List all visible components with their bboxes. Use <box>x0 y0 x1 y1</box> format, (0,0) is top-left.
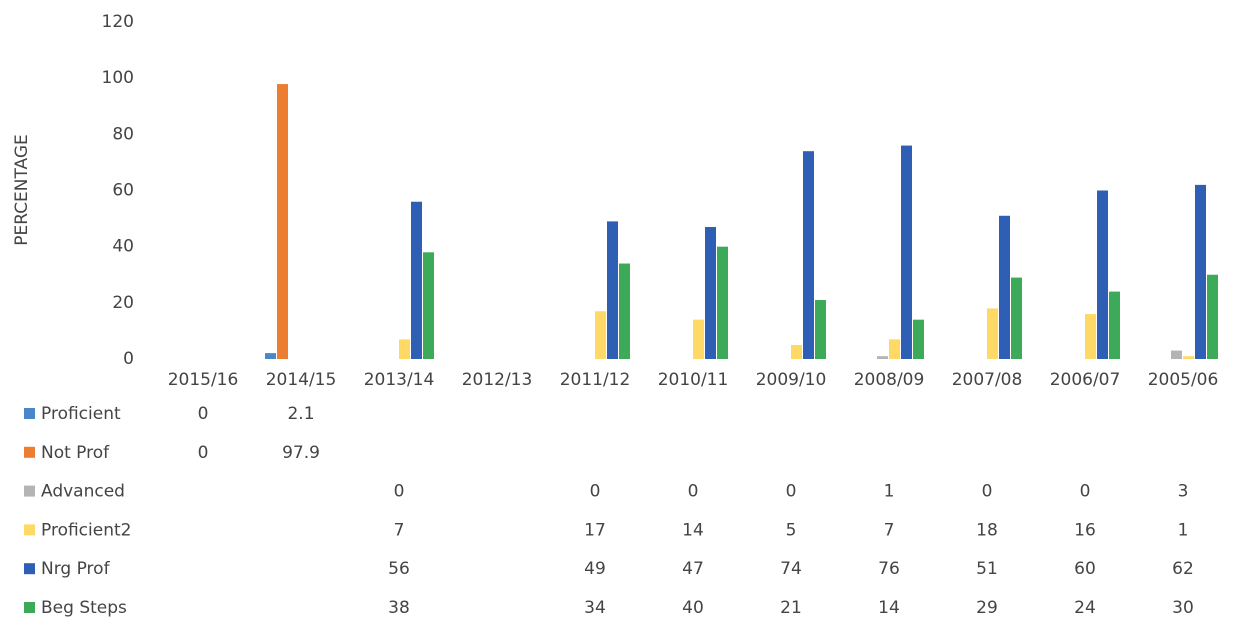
x-tick-label: 2015/16 <box>168 370 239 390</box>
bar <box>277 84 288 360</box>
table-cell: 18 <box>976 520 998 540</box>
x-tick-label: 2008/09 <box>854 370 925 390</box>
table-cell: 21 <box>780 598 802 618</box>
bar <box>803 151 814 359</box>
x-tick-label: 2007/08 <box>952 370 1023 390</box>
bar <box>815 300 826 359</box>
legend-swatch <box>24 408 35 419</box>
table-cell: 0 <box>198 404 209 424</box>
legend-swatch <box>24 563 35 575</box>
bar <box>1171 350 1182 359</box>
table-cell: 7 <box>884 520 895 540</box>
bar <box>607 221 618 359</box>
legend-label: Not Prof <box>41 443 110 463</box>
x-tick-label: 2011/12 <box>560 370 631 390</box>
table-cell: 5 <box>786 520 797 540</box>
table-cell: 60 <box>1074 559 1096 579</box>
table-cell: 49 <box>584 559 606 579</box>
x-tick-label: 2006/07 <box>1050 370 1121 390</box>
y-tick-label: 100 <box>102 68 134 88</box>
table-cell: 3 <box>1178 482 1189 502</box>
table-cell: 51 <box>976 559 998 579</box>
table-cell: 38 <box>388 598 410 618</box>
table-cell: 62 <box>1172 559 1194 579</box>
table-cell: 0 <box>1080 482 1091 502</box>
bar <box>1195 184 1206 359</box>
legend-swatch <box>24 446 35 458</box>
bar <box>705 227 716 359</box>
bar <box>1085 314 1096 359</box>
table-cell: 2.1 <box>287 404 314 424</box>
table-cell: 56 <box>388 559 410 579</box>
table-cell: 1 <box>1178 520 1189 540</box>
table-cell: 14 <box>878 598 900 618</box>
y-tick-label: 60 <box>112 181 134 201</box>
legend-label: Proficient <box>41 404 121 424</box>
bar <box>399 339 410 359</box>
bar <box>693 319 704 359</box>
table-cell: 14 <box>682 520 704 540</box>
table-cell: 0 <box>394 482 405 502</box>
table-cell: 0 <box>786 482 797 502</box>
legend-swatch <box>24 602 35 613</box>
table-cell: 1 <box>884 482 895 502</box>
table-cell: 29 <box>976 598 998 618</box>
bar <box>877 356 888 359</box>
bar <box>913 319 924 359</box>
y-axis-label: PERCENTAGE <box>12 134 32 246</box>
table-cell: 40 <box>682 598 704 618</box>
x-tick-label: 2014/15 <box>266 370 337 390</box>
y-tick-label: 0 <box>123 349 134 369</box>
bar <box>411 201 422 359</box>
bar <box>999 215 1010 359</box>
table-cell: 0 <box>688 482 699 502</box>
bar <box>717 246 728 359</box>
table-cell: 7 <box>394 520 405 540</box>
x-tick-label: 2009/10 <box>756 370 827 390</box>
bar <box>901 145 912 359</box>
legend-swatch <box>24 524 35 536</box>
table-cell: 24 <box>1074 598 1096 618</box>
y-tick-label: 120 <box>102 12 134 32</box>
x-tick-label: 2005/06 <box>1148 370 1219 390</box>
table-cell: 34 <box>584 598 606 618</box>
table-cell: 74 <box>780 559 802 579</box>
bar <box>889 339 900 359</box>
bar <box>791 344 802 359</box>
table-cell: 30 <box>1172 598 1194 618</box>
y-tick-label: 20 <box>112 293 134 313</box>
y-tick-label: 40 <box>112 237 134 257</box>
bar <box>423 252 434 359</box>
legend-label: Proficient2 <box>41 520 131 540</box>
table-cell: 0 <box>198 443 209 463</box>
bar <box>987 308 998 359</box>
x-tick-label: 2013/14 <box>364 370 435 390</box>
bar <box>595 311 606 359</box>
bar <box>1011 277 1022 359</box>
table-cell: 47 <box>682 559 704 579</box>
legend-label: Beg Steps <box>41 598 127 618</box>
bar <box>1183 356 1194 359</box>
x-tick-label: 2010/11 <box>658 370 729 390</box>
table-cell: 97.9 <box>282 443 320 463</box>
bar <box>619 263 630 359</box>
legend-label: Nrg Prof <box>41 559 111 579</box>
table-cell: 0 <box>590 482 601 502</box>
table-cell: 16 <box>1074 520 1096 540</box>
bar <box>1207 274 1218 359</box>
legend-swatch <box>24 485 35 497</box>
table-cell: 0 <box>982 482 993 502</box>
bar <box>1109 291 1120 359</box>
y-tick-label: 80 <box>112 124 134 144</box>
legend-label: Advanced <box>41 482 125 502</box>
table-cell: 76 <box>878 559 900 579</box>
x-tick-label: 2012/13 <box>462 370 533 390</box>
bar <box>1097 190 1108 359</box>
table-cell: 17 <box>584 520 606 540</box>
bar <box>265 353 276 359</box>
